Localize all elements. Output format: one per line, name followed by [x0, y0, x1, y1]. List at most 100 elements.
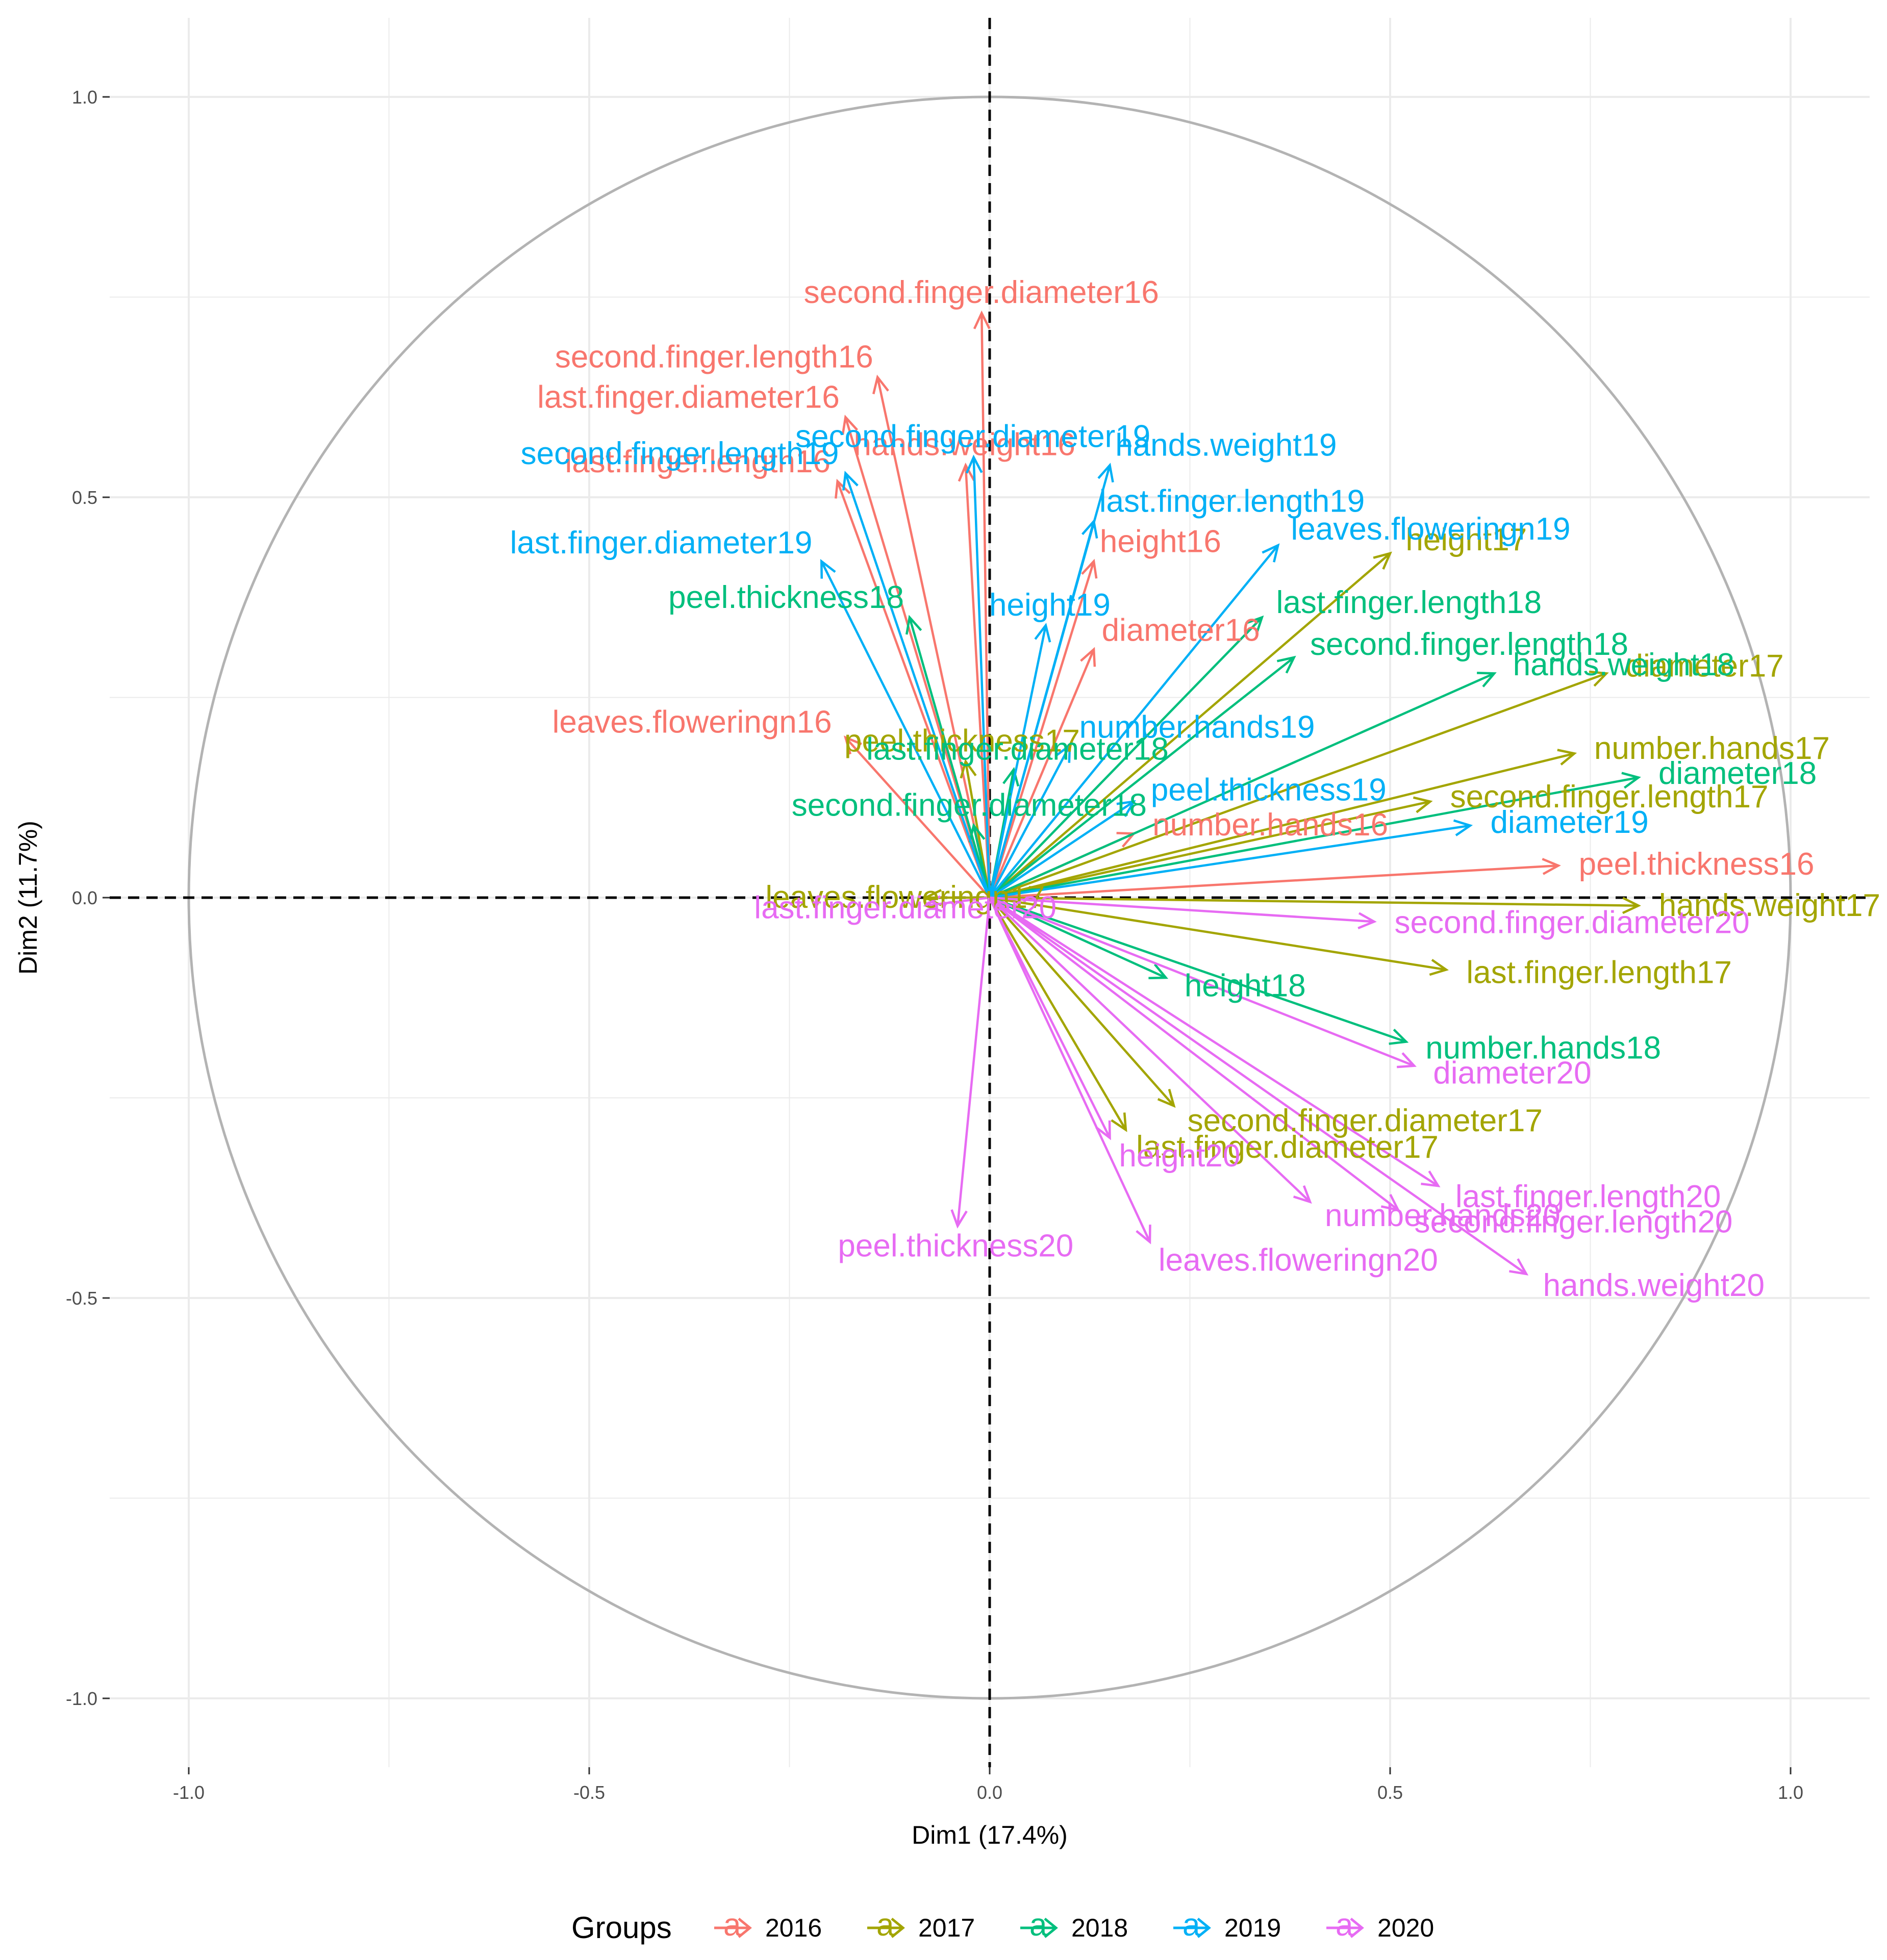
- arrow-shaft: [964, 465, 991, 898]
- legend-key-arrowhead: [1350, 1918, 1364, 1938]
- variable-arrow: [989, 896, 1169, 980]
- arrow-shaft: [988, 521, 1095, 898]
- variable-label: height20: [1119, 1138, 1240, 1174]
- legend-key-letter: a: [876, 1907, 894, 1943]
- variable-label: peel.thickness17: [844, 724, 1080, 759]
- legend-item: a 2016: [714, 1907, 822, 1943]
- arrow-shaft: [988, 649, 1095, 898]
- arrow-shaft: [844, 473, 991, 898]
- variable-label: second.finger.length19: [521, 436, 839, 471]
- y-tick-label: -0.5: [66, 1288, 97, 1309]
- variable-arrow: [965, 454, 991, 898]
- arrow-shaft: [989, 656, 1295, 899]
- arrow-head: [965, 454, 983, 474]
- variable-arrow: [989, 897, 1400, 1212]
- arrow-head: [1508, 1258, 1529, 1276]
- arrow-head: [923, 889, 942, 906]
- legend-label: 2018: [1071, 1914, 1128, 1942]
- variable-arrow: [989, 543, 1280, 899]
- arrow-shaft: [980, 313, 991, 898]
- arrow-head: [1245, 615, 1264, 634]
- variable-arrow: [989, 897, 1441, 1187]
- variable-label: last.finger.diameter19: [510, 525, 813, 561]
- variable-arrow: [923, 895, 990, 912]
- arrow-shaft: [989, 745, 1071, 899]
- variable-label: height18: [1185, 969, 1306, 1004]
- variable-arrow: [989, 655, 1296, 899]
- variable-label: number.hands17: [1594, 731, 1830, 766]
- variable-label: last.finger.diameter18: [866, 731, 1169, 767]
- y-axis-title: Dim2 (11.7%): [14, 821, 42, 975]
- variable-label: peel.thickness20: [838, 1229, 1073, 1264]
- arrow-head: [841, 415, 859, 435]
- x-tick-label: 1.0: [1778, 1782, 1803, 1803]
- variable-arrow: [968, 823, 991, 898]
- variable-label: second.finger.length16: [555, 339, 873, 374]
- variable-label: last.finger.length19: [1099, 484, 1365, 519]
- variable-arrow: [989, 743, 1071, 899]
- variable-arrow: [950, 897, 991, 1229]
- legend-key-arrowhead: [738, 1918, 752, 1938]
- variable-arrow: [905, 615, 991, 898]
- arrow-head: [1262, 543, 1280, 563]
- arrow-head: [1622, 897, 1641, 914]
- arrow-shaft: [989, 897, 1311, 1203]
- legend-label: 2020: [1377, 1914, 1434, 1942]
- variable-arrow: [835, 478, 991, 898]
- arrow-head: [968, 823, 986, 843]
- variable-arrow: [958, 463, 991, 898]
- variable-arrow: [842, 471, 991, 898]
- arrow-head: [1081, 558, 1098, 579]
- arrow-head: [1080, 647, 1096, 667]
- arrow-head: [1413, 796, 1433, 813]
- arrow-head: [973, 310, 991, 329]
- legend-label: 2017: [918, 1914, 975, 1942]
- arrow-shaft: [989, 897, 1127, 1131]
- arrow-head: [820, 558, 836, 579]
- arrow-shaft: [989, 800, 1135, 899]
- variable-arrow: [989, 772, 1641, 899]
- arrow-shaft: [989, 544, 1279, 899]
- variable-arrow: [988, 897, 1151, 1244]
- variable-arrow: [989, 897, 1176, 1108]
- arrow-head: [960, 759, 977, 779]
- variable-arrows: [820, 310, 1641, 1276]
- variable-arrow: [988, 519, 1098, 898]
- variable-arrow: [989, 551, 1392, 899]
- variable-arrow: [820, 558, 991, 899]
- y-tick-label: 0.5: [72, 487, 97, 508]
- arrow-head: [1034, 623, 1051, 643]
- arrow-head: [843, 735, 862, 755]
- x-tick-label: -1.0: [173, 1782, 205, 1803]
- arrow-head: [1542, 858, 1561, 875]
- variable-arrow: [989, 896, 1641, 914]
- arrow-shaft: [989, 864, 1558, 899]
- arrow-head: [1397, 1052, 1417, 1068]
- variable-arrow: [989, 615, 1264, 899]
- arrow-shaft: [989, 896, 1374, 923]
- variable-label: height16: [1100, 524, 1221, 559]
- variable-label: number.hands18: [1425, 1031, 1661, 1066]
- y-tick-label: 0.0: [72, 887, 97, 908]
- legend-key-letter: a: [1029, 1907, 1047, 1943]
- variable-arrow: [989, 897, 1312, 1204]
- variable-arrow: [989, 896, 1409, 1045]
- arrow-shaft: [989, 897, 1527, 1275]
- variable-arrow: [988, 623, 1051, 898]
- arrow-shaft: [820, 561, 991, 899]
- variable-arrow: [989, 896, 1449, 976]
- variable-arrow: [989, 896, 1377, 930]
- arrow-head: [1477, 672, 1497, 688]
- variable-label: hands.weight18: [1513, 647, 1734, 682]
- variable-label: peel.thickness19: [1151, 772, 1387, 807]
- arrow-shaft: [989, 752, 1575, 899]
- variable-label: leaves.floweringn17: [765, 880, 1045, 915]
- variable-arrow: [989, 672, 1497, 899]
- variable-label: height17: [1405, 522, 1527, 557]
- variable-label: height19: [989, 588, 1111, 623]
- variable-label: hands.weight19: [1115, 428, 1337, 463]
- x-tick-label: 0.5: [1377, 1782, 1403, 1803]
- arrow-shaft: [988, 561, 1095, 898]
